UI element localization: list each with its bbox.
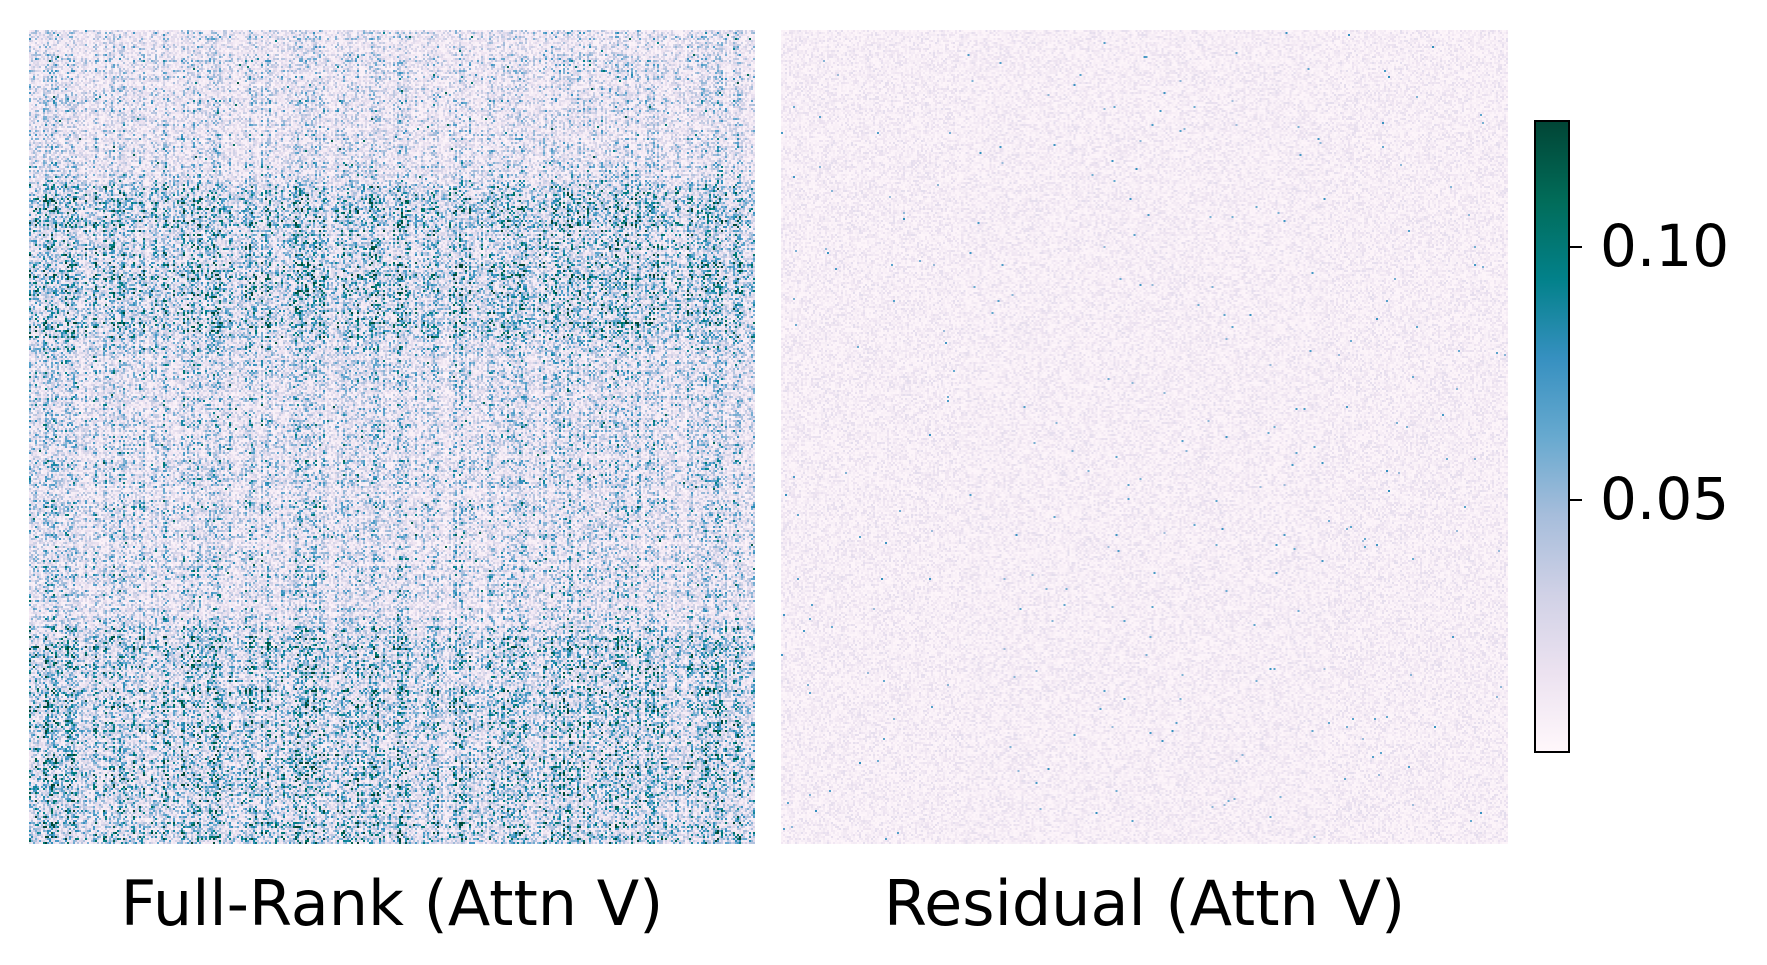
colorbar-tick-label: 0.05 xyxy=(1600,464,1730,533)
panel-title-residual: Residual (Attn V) xyxy=(883,867,1406,940)
colorbar-tick-label: 0.10 xyxy=(1600,211,1730,280)
panel-title-full-rank: Full-Rank (Attn V) xyxy=(120,867,664,940)
colorbar xyxy=(1534,120,1570,753)
colorbar-tick-mark xyxy=(1570,245,1582,248)
heatmap-full-rank xyxy=(29,30,755,844)
colorbar-tick-mark xyxy=(1570,498,1582,501)
heatmap-residual xyxy=(781,30,1508,844)
